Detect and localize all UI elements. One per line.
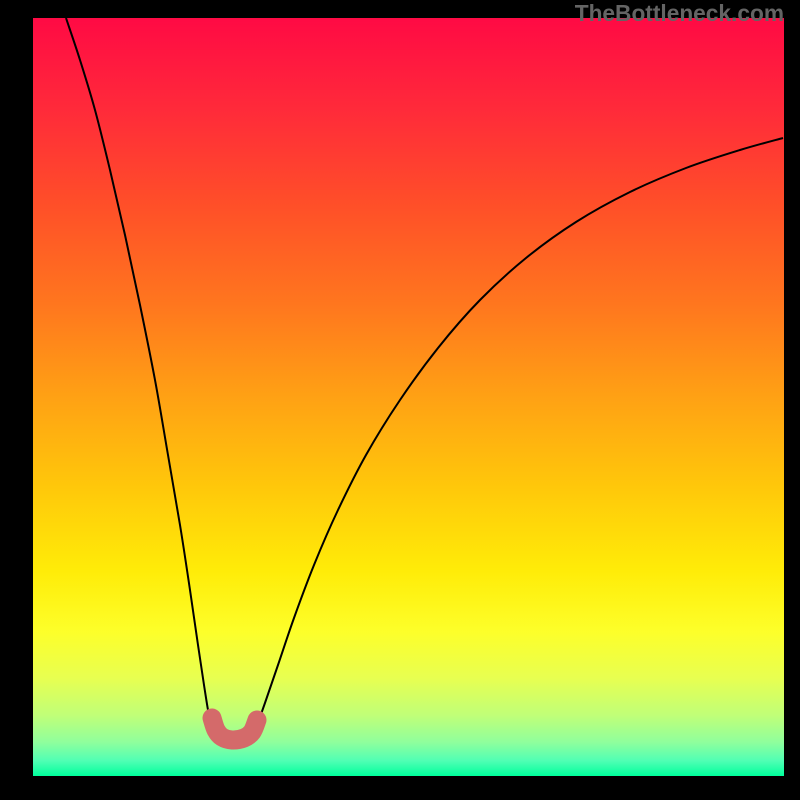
plot-background-gradient [33, 18, 784, 776]
chart-frame: TheBottleneck.com [0, 0, 800, 800]
bottleneck-chart [0, 0, 800, 800]
watermark-text: TheBottleneck.com [575, 0, 784, 27]
